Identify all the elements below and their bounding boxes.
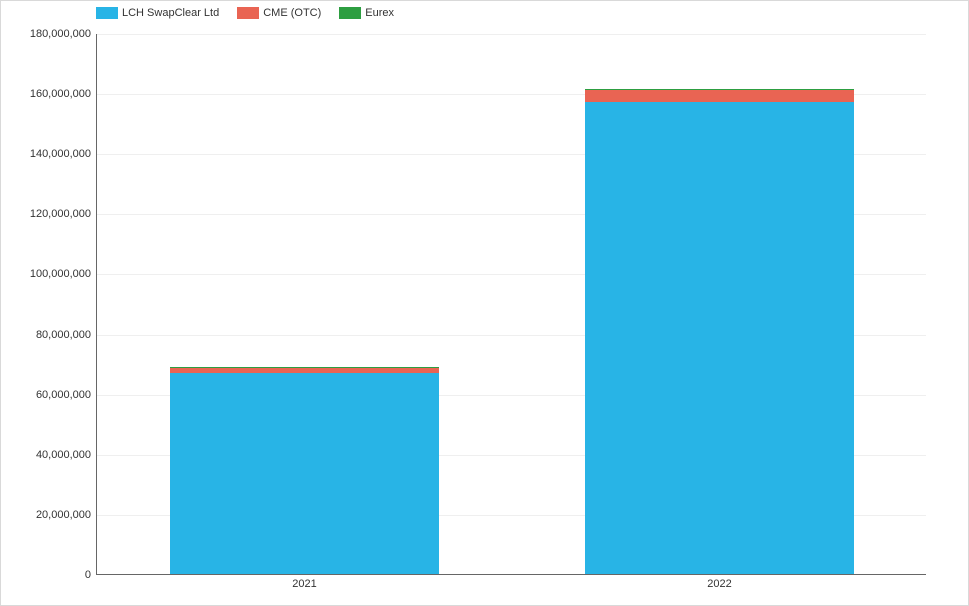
y-axis-label: 160,000,000: [30, 88, 97, 100]
legend-swatch: [237, 7, 259, 19]
gridline: [97, 34, 926, 35]
y-axis-label: 0: [85, 569, 97, 581]
legend-label: CME (OTC): [263, 7, 321, 19]
bar-segment[interactable]: [170, 373, 440, 574]
y-axis-label: 20,000,000: [36, 509, 97, 521]
bar-segment[interactable]: [585, 89, 855, 90]
bar-segment[interactable]: [585, 102, 855, 574]
y-axis-label: 140,000,000: [30, 148, 97, 160]
legend-label: LCH SwapClear Ltd: [122, 7, 219, 19]
legend-item[interactable]: LCH SwapClear Ltd: [96, 7, 219, 19]
legend: LCH SwapClear Ltd CME (OTC) Eurex: [96, 7, 394, 19]
y-axis-label: 40,000,000: [36, 449, 97, 461]
bar-segment[interactable]: [585, 90, 855, 102]
legend-item[interactable]: CME (OTC): [237, 7, 321, 19]
legend-swatch: [96, 7, 118, 19]
y-axis-label: 180,000,000: [30, 28, 97, 40]
y-axis-label: 60,000,000: [36, 389, 97, 401]
bar-segment[interactable]: [170, 367, 440, 372]
legend-item[interactable]: Eurex: [339, 7, 394, 19]
y-axis-label: 80,000,000: [36, 329, 97, 341]
stacked-bar-chart: LCH SwapClear LtdCME (OTC)Eurex 020,000,…: [0, 0, 969, 606]
y-axis-label: 120,000,000: [30, 208, 97, 220]
bar-segment[interactable]: [170, 367, 440, 368]
x-axis-label: 2021: [292, 578, 316, 590]
y-axis-label: 100,000,000: [30, 268, 97, 280]
legend-swatch: [339, 7, 361, 19]
plot-area: 020,000,00040,000,00060,000,00080,000,00…: [96, 34, 926, 575]
legend-label: Eurex: [365, 7, 394, 19]
x-axis-label: 2022: [707, 578, 731, 590]
